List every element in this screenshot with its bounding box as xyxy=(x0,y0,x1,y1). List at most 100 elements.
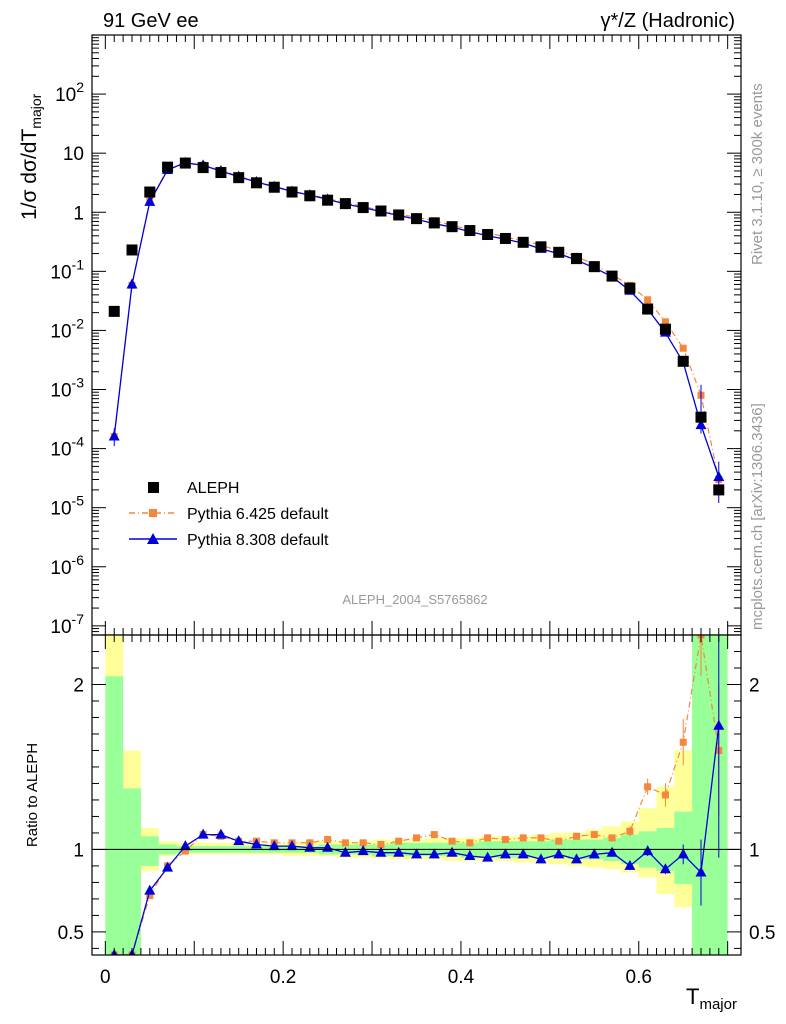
main-ytick-label: 1 xyxy=(73,203,84,224)
aleph-point xyxy=(393,209,405,221)
mcplots-label: mcplots.cern.ch [arXiv:1306.3436] xyxy=(749,403,766,630)
main-ytick-label: 10-4 xyxy=(50,434,84,461)
header-right: γ*/Z (Hadronic) xyxy=(601,10,735,32)
aleph-point xyxy=(339,198,351,210)
legend-marker-pythia8 xyxy=(147,533,159,544)
main-ytick-label-exp: -6 xyxy=(72,552,85,568)
ratio-pythia8-point xyxy=(482,851,494,862)
aleph-point xyxy=(357,202,369,214)
ratio-pythia6-point xyxy=(537,834,545,842)
pythia6-line xyxy=(113,162,720,480)
aleph-point xyxy=(588,261,600,273)
aleph-point xyxy=(375,205,387,217)
ratio-frame xyxy=(91,634,742,956)
ratio-pythia8-point xyxy=(606,846,618,857)
ratio-pythia6-point xyxy=(413,834,420,842)
main-ytick-label-base: 10 xyxy=(50,558,71,579)
ratio-pythia6-point xyxy=(377,840,385,848)
aleph-point xyxy=(606,270,618,282)
main-ytick-label-exp: -4 xyxy=(72,434,85,450)
aleph-point xyxy=(553,246,565,258)
main-ytick-label: 10-7 xyxy=(50,611,84,638)
main-ytick-label-base: 10 xyxy=(50,262,71,283)
aleph-point xyxy=(322,194,334,206)
aleph-point xyxy=(215,167,227,179)
aleph-point xyxy=(624,282,636,294)
ratio-pythia8-point xyxy=(713,719,725,730)
watermark: ALEPH_2004_S5765862 xyxy=(342,592,487,607)
legend-marker-aleph xyxy=(148,482,159,493)
aleph-point xyxy=(304,190,316,202)
aleph-point xyxy=(517,236,529,248)
ratio-plot: 0.5 0.5 1 1 2 2 0 0.2 0.4 0.6 xyxy=(58,634,775,988)
ratio-pythia6-point xyxy=(590,831,598,839)
aleph-point xyxy=(233,172,245,184)
aleph-point xyxy=(482,229,494,241)
main-ytick-label: 10-5 xyxy=(50,493,84,520)
legend: ALEPH Pythia 6.425 default Pythia 8.308 … xyxy=(129,480,329,549)
ratio-pythia8-point xyxy=(339,846,351,857)
ratio-pythia6-point xyxy=(555,837,563,845)
pythia8-point xyxy=(144,195,156,206)
ratio-pythia6-point xyxy=(644,783,652,791)
ratio-ytick-label: 0.5 xyxy=(58,923,84,944)
main-ytick-label-exp: -2 xyxy=(72,315,85,331)
ratio-pythia8-point xyxy=(286,840,298,851)
ratio-band-inner xyxy=(140,836,159,866)
aleph-point xyxy=(286,186,298,198)
main-ytick-label-exp: -1 xyxy=(72,256,85,272)
ratio-pythia8-point xyxy=(446,846,458,857)
main-ytick-label: 10-2 xyxy=(50,315,84,342)
aleph-point xyxy=(446,221,458,233)
main-ytick-label-exp: -7 xyxy=(72,611,85,627)
main-ytick-label: 10-6 xyxy=(50,552,84,579)
ratio-pythia6-point xyxy=(466,839,474,847)
ratio-ytick-label-right: 0.5 xyxy=(749,923,775,944)
ratio-ytick-label: 2 xyxy=(73,675,84,696)
ratio-pythia6-point xyxy=(448,837,456,845)
header-left: 91 GeV ee xyxy=(103,10,199,32)
ratio-pythia8-point xyxy=(535,853,547,864)
ratio-pythia8-point xyxy=(393,846,405,857)
ratio-pythia8-point xyxy=(428,848,440,859)
main-ytick-label-base: 10 xyxy=(55,85,76,106)
ratio-pythia6-point xyxy=(484,834,492,842)
aleph-point xyxy=(571,252,583,264)
xlabel-sub: major xyxy=(699,996,737,1013)
aleph-point xyxy=(250,177,262,189)
ratio-pythia6-point xyxy=(395,837,403,845)
pythia6-point xyxy=(661,318,669,326)
ratio-pythia8-point xyxy=(553,848,565,859)
main-ytick-label: 10-1 xyxy=(50,256,84,283)
pythia6-point xyxy=(644,296,652,304)
ratio-pythia8-point xyxy=(357,845,369,856)
ratio-band-inner xyxy=(105,676,124,955)
ratio-pythia6-point xyxy=(341,839,349,847)
ratio-ylabel: Ratio to ALEPH xyxy=(24,743,41,847)
main-series xyxy=(108,156,725,503)
aleph-point xyxy=(713,484,725,496)
main-ytick-label-base: 10 xyxy=(50,321,71,342)
main-ytick-label-exp: -3 xyxy=(72,375,85,391)
ratio-pythia6-point xyxy=(430,831,438,839)
main-ytick-label-base: 10 xyxy=(50,499,71,520)
ratio-pythia8-point xyxy=(162,861,174,872)
main-ylabel-text: 1/σ dσ/dT xyxy=(18,129,41,220)
ratio-series xyxy=(105,635,728,955)
ratio-pythia8-point xyxy=(179,840,191,851)
main-ytick-label: 10-3 xyxy=(50,375,84,402)
ratio-band-inner xyxy=(123,788,141,955)
xtick-label: 0.4 xyxy=(448,967,475,988)
aleph-point xyxy=(499,232,511,244)
ratio-pythia8-point xyxy=(375,846,387,857)
aleph-point xyxy=(535,241,547,253)
main-ytick-label-exp: 2 xyxy=(76,79,84,95)
xtick-label: 0.6 xyxy=(626,967,652,988)
ratio-pythia8-point xyxy=(588,848,600,859)
ratio-pythia8-point xyxy=(695,866,707,877)
ratio-pythia6-point xyxy=(661,791,669,799)
main-ytick-label: 102 xyxy=(55,79,84,106)
aleph-point xyxy=(642,303,654,315)
